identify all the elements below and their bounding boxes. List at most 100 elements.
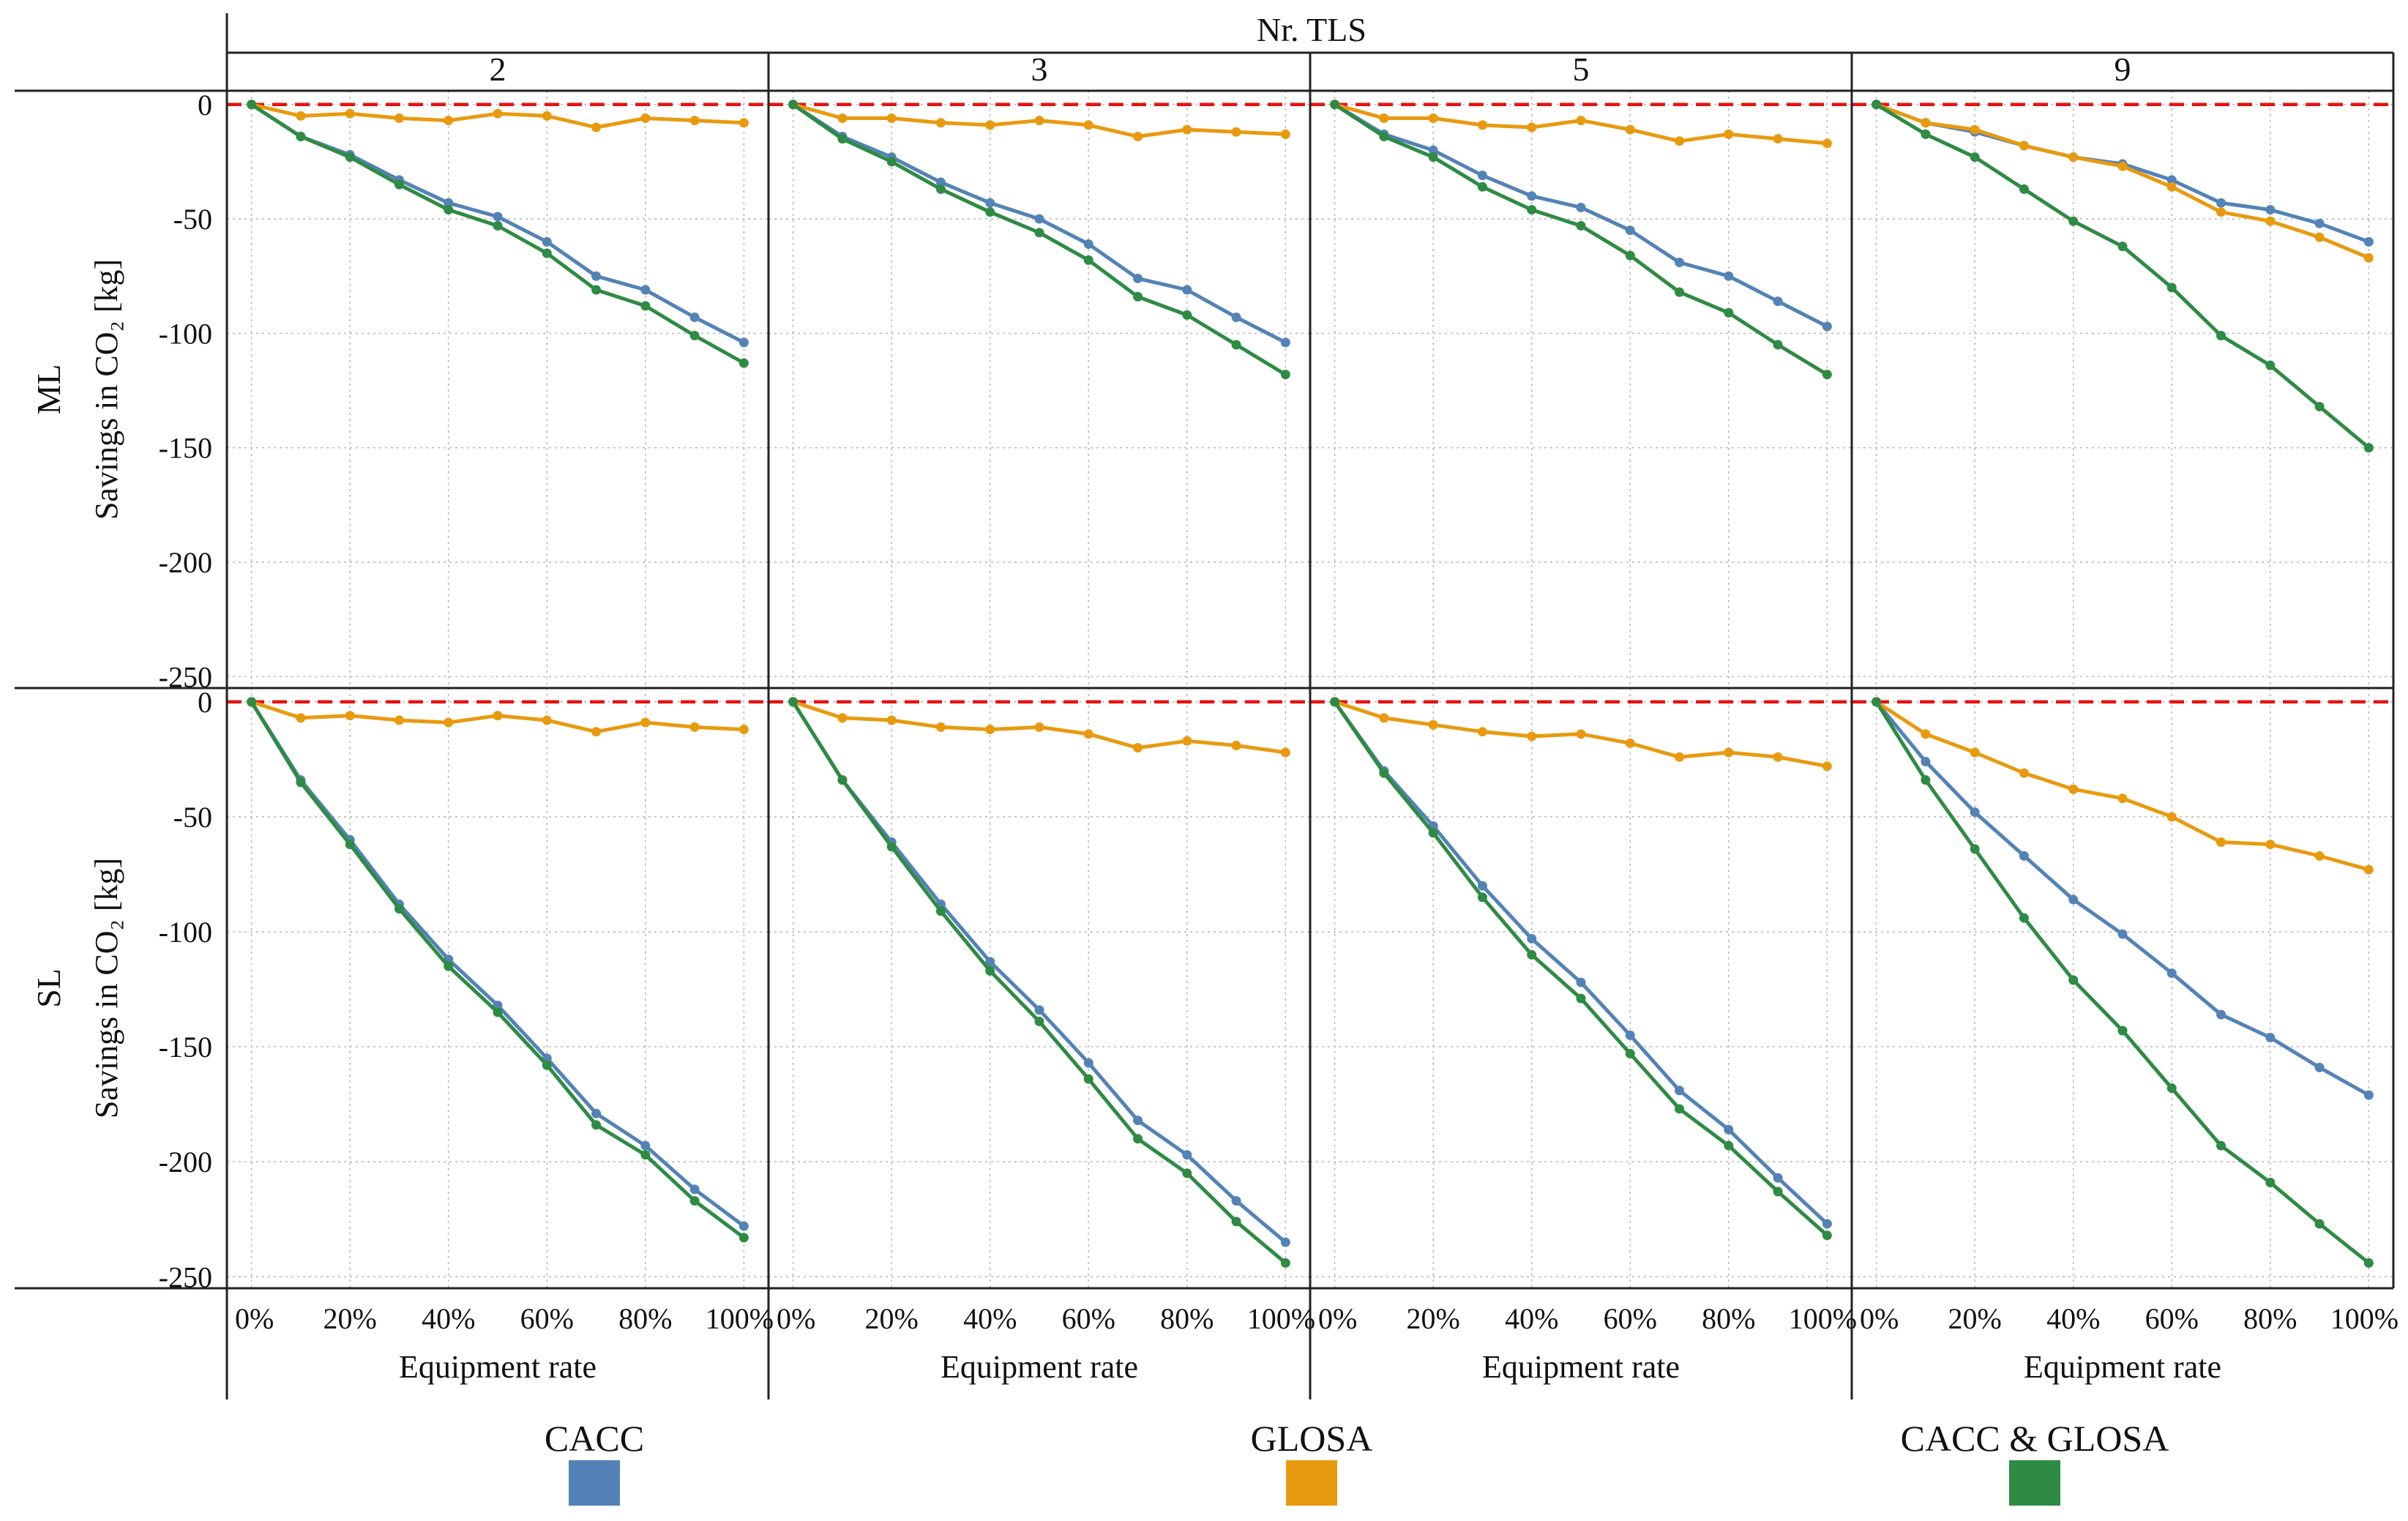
data-point bbox=[2363, 236, 2374, 247]
data-point bbox=[1576, 220, 1586, 231]
data-point bbox=[2265, 216, 2276, 226]
data-point bbox=[2314, 218, 2325, 228]
data-point bbox=[1280, 747, 1290, 758]
data-point bbox=[444, 961, 454, 971]
x-axis-label: Equipment rate bbox=[2024, 1349, 2221, 1385]
x-tick-label: 40% bbox=[1505, 1302, 1558, 1335]
data-point bbox=[591, 727, 602, 737]
series-line bbox=[1874, 102, 2371, 260]
data-point bbox=[837, 775, 848, 785]
data-point bbox=[1280, 129, 1290, 139]
data-point bbox=[493, 220, 503, 231]
data-point bbox=[345, 152, 355, 162]
data-point bbox=[394, 179, 404, 190]
data-point bbox=[2216, 1140, 2226, 1151]
data-point bbox=[1921, 729, 1931, 739]
data-point bbox=[1724, 1124, 1734, 1135]
x-tick-label: 100% bbox=[2330, 1302, 2398, 1335]
data-point bbox=[1133, 132, 1143, 142]
data-point bbox=[1625, 225, 1635, 236]
data-point bbox=[739, 118, 749, 128]
data-point bbox=[296, 713, 306, 723]
data-point bbox=[1428, 145, 1438, 155]
data-point bbox=[1133, 1115, 1143, 1126]
label-layer: 2 3 5 9 0 -50 -100 -150 -200 -250 ML Savings in CO₂… bbox=[30, 51, 2398, 1385]
data-point bbox=[1477, 120, 1487, 130]
y-axis-label: Savings in CO₂ [kg] bbox=[89, 259, 124, 520]
data-point bbox=[1379, 132, 1389, 142]
data-point bbox=[2019, 184, 2029, 194]
x-tick-label: 60% bbox=[1062, 1302, 1115, 1335]
x-axis-label: Equipment rate bbox=[399, 1349, 597, 1385]
data-point bbox=[1231, 340, 1241, 350]
x-tick-label: 60% bbox=[2145, 1302, 2199, 1335]
data-point bbox=[2166, 812, 2177, 822]
data-point bbox=[1034, 722, 1044, 732]
series-line bbox=[1874, 700, 2371, 1097]
data-point bbox=[1527, 949, 1537, 960]
data-point bbox=[493, 711, 503, 721]
data-point bbox=[1625, 1030, 1635, 1040]
x-tick-label: 0% bbox=[777, 1302, 815, 1335]
data-point bbox=[1231, 313, 1241, 323]
data-point bbox=[1675, 287, 1685, 297]
data-point bbox=[739, 358, 749, 368]
data-point bbox=[1970, 124, 1980, 135]
data-point bbox=[1970, 747, 1980, 758]
data-point bbox=[2117, 161, 2128, 171]
data-point bbox=[493, 1007, 503, 1017]
series-line bbox=[1333, 102, 1829, 377]
x-tick-label: 80% bbox=[2243, 1302, 2297, 1335]
data-point bbox=[1280, 337, 1290, 348]
y-tick-label: -150 bbox=[159, 432, 212, 465]
data-point bbox=[296, 777, 306, 788]
data-point bbox=[591, 271, 602, 281]
data-point bbox=[985, 725, 995, 735]
data-point bbox=[2166, 283, 2177, 293]
data-point bbox=[2265, 1177, 2276, 1187]
data-point bbox=[2216, 837, 2226, 847]
data-point bbox=[1477, 182, 1487, 192]
x-tick-label: 100% bbox=[1247, 1302, 1315, 1335]
x-tick-label: 100% bbox=[706, 1302, 774, 1335]
data-point bbox=[886, 715, 897, 725]
data-point bbox=[689, 331, 700, 341]
data-point bbox=[739, 725, 749, 735]
x-tick-label: 60% bbox=[1604, 1302, 1657, 1335]
data-point bbox=[2019, 768, 2029, 778]
y-tick-label: 0 bbox=[198, 89, 212, 122]
data-point bbox=[2216, 1009, 2226, 1020]
data-point bbox=[935, 184, 946, 194]
legend-label: CACC bbox=[545, 1418, 644, 1459]
data-point bbox=[788, 697, 799, 707]
y-tick-label: -200 bbox=[159, 546, 212, 579]
data-point bbox=[935, 722, 946, 732]
column-header: 5 bbox=[1573, 51, 1590, 88]
data-point bbox=[1675, 752, 1685, 762]
data-point bbox=[394, 715, 404, 725]
x-tick-label: 0% bbox=[1318, 1302, 1357, 1335]
data-point bbox=[640, 717, 651, 728]
data-point bbox=[591, 1120, 602, 1130]
data-point bbox=[1527, 731, 1537, 741]
data-point bbox=[689, 313, 700, 323]
data-point bbox=[1921, 775, 1931, 785]
data-point bbox=[1034, 116, 1044, 126]
data-point bbox=[1724, 271, 1734, 281]
data-point bbox=[394, 904, 404, 914]
data-point bbox=[837, 134, 848, 144]
data-point bbox=[2117, 242, 2128, 252]
data-point bbox=[985, 957, 995, 967]
data-point bbox=[542, 236, 552, 247]
data-point bbox=[444, 198, 454, 208]
y-tick-label: -200 bbox=[159, 1146, 212, 1178]
data-point bbox=[247, 697, 257, 707]
data-point bbox=[1625, 738, 1635, 748]
data-point bbox=[2363, 864, 2374, 875]
data-point bbox=[1034, 228, 1044, 238]
data-point bbox=[2314, 401, 2325, 411]
data-point bbox=[1773, 752, 1783, 762]
x-axis-label: Equipment rate bbox=[1482, 1349, 1680, 1385]
data-point bbox=[1182, 310, 1192, 320]
